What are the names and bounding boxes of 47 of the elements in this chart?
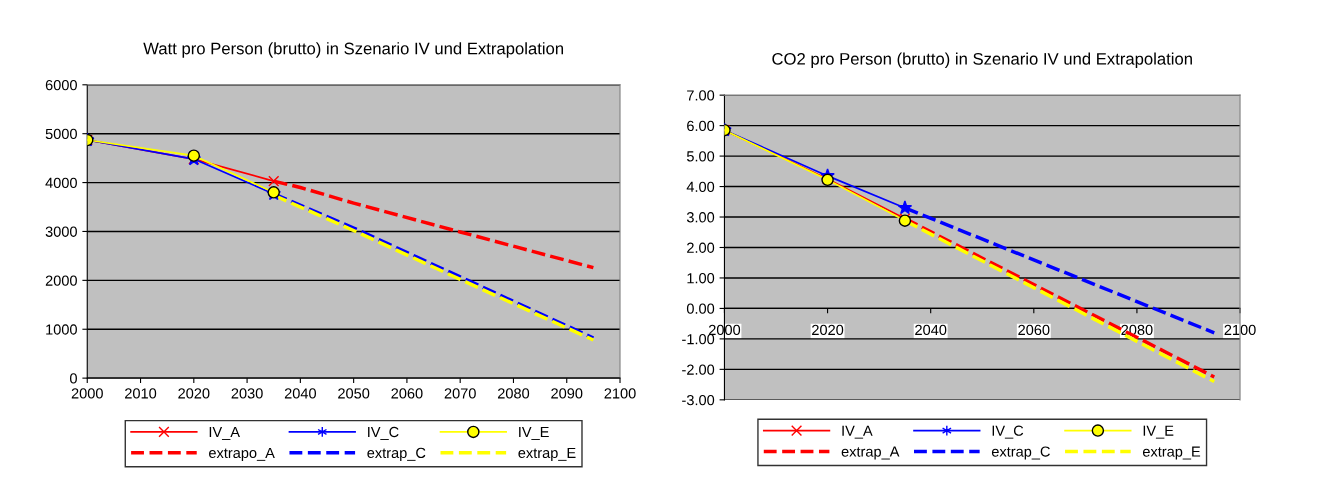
x-tick-label: 2080 [1121, 324, 1153, 336]
y-tick-label: 5.00 [686, 151, 715, 162]
legend-label: IV_C [992, 425, 1024, 439]
y-tick-label: -2.00 [682, 364, 715, 375]
legend-label: extrapo_A [209, 447, 275, 461]
legend-label: extrap_E [1142, 446, 1201, 460]
x-tick-label: 2040 [284, 388, 317, 399]
y-tick-label: 7.00 [687, 90, 715, 101]
x-tick-label: 2080 [497, 388, 530, 399]
chart-title: CO2 pro Person (brutto) in Szenario IV und Extrapolation [772, 52, 1192, 69]
legend-label: IV_C [368, 426, 399, 440]
x-tick-label: 2000 [71, 388, 103, 399]
legend-label: IV_A [842, 425, 873, 439]
x-tick-label: 2060 [1018, 324, 1050, 336]
legend-label: IV_A [209, 426, 240, 440]
y-tick-label: 1000 [46, 324, 77, 335]
y-tick-label: 0 [69, 373, 77, 384]
x-tick-label: 2020 [812, 324, 844, 336]
y-tick-label: 4000 [45, 177, 77, 188]
legend-label: extrap_C [367, 447, 426, 461]
y-tick-label: 3.00 [686, 212, 715, 223]
x-tick-label: 2070 [444, 388, 476, 399]
y-tick-label: 6.00 [687, 120, 715, 132]
x-tick-label: 2050 [338, 388, 370, 399]
y-tick-label: 6000 [45, 79, 77, 91]
x-tick-label: 2040 [915, 324, 947, 336]
y-tick-label: 0.00 [686, 303, 715, 314]
y-tick-label: 1.00 [687, 273, 715, 284]
y-tick-label: 2000 [45, 275, 77, 286]
chart-title: Watt pro Person (brutto) in Szenario IV und Extrapolation [143, 42, 564, 58]
legend-label: extrap_E [518, 447, 576, 461]
x-tick-label: 2100 [604, 388, 636, 399]
x-tick-label: 2090 [551, 388, 583, 399]
x-tick-label: 2010 [125, 388, 157, 399]
y-tick-label: 5000 [45, 128, 77, 140]
legend-label: extrap_C [991, 446, 1050, 460]
y-tick-label: 4.00 [686, 181, 715, 192]
y-tick-label: -3.00 [682, 394, 715, 406]
x-tick-label: 2100 [1224, 324, 1256, 336]
y-tick-label: 2.00 [687, 242, 715, 253]
legend-label: extrap_A [841, 446, 900, 460]
x-tick-label: 2060 [391, 388, 423, 399]
legend-label: IV_E [519, 426, 549, 440]
x-tick-label: 2030 [231, 388, 263, 399]
x-tick-label: 2020 [178, 388, 210, 399]
legend-label: IV_E [1143, 425, 1174, 439]
y-tick-label: 3000 [45, 226, 77, 237]
